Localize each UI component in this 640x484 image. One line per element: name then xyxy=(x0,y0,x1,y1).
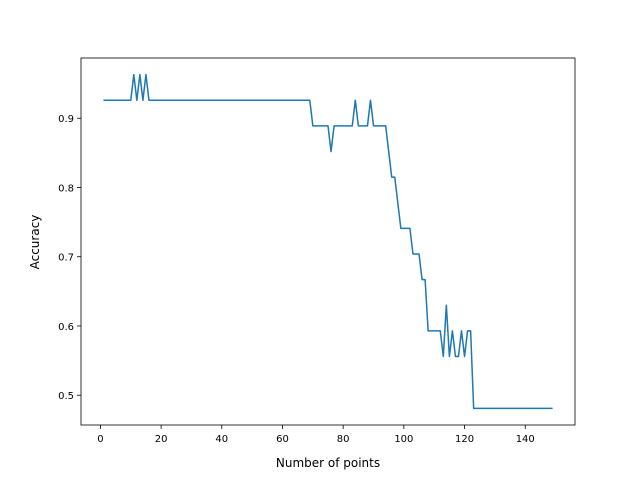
data-line xyxy=(103,73,553,410)
y-tick-label: 0.7 xyxy=(58,253,74,264)
y-axis-label: Accuracy xyxy=(28,215,42,270)
x-tick-label: 40 xyxy=(215,434,228,445)
x-tick-label: 100 xyxy=(394,434,413,445)
y-tick-label: 0.9 xyxy=(58,114,74,125)
x-tick-label: 60 xyxy=(276,434,289,445)
y-tick-label: 0.6 xyxy=(58,322,74,333)
x-tick-label: 120 xyxy=(455,434,474,445)
y-tick-label: 0.8 xyxy=(58,183,74,194)
x-tick-label: 80 xyxy=(337,434,350,445)
plot-frame xyxy=(80,57,576,426)
y-tick-label: 0.5 xyxy=(58,391,74,402)
x-tick-label: 20 xyxy=(155,434,168,445)
x-tick-label: 0 xyxy=(97,434,103,445)
x-axis-label: Number of points xyxy=(276,456,380,470)
x-tick-label: 140 xyxy=(516,434,535,445)
